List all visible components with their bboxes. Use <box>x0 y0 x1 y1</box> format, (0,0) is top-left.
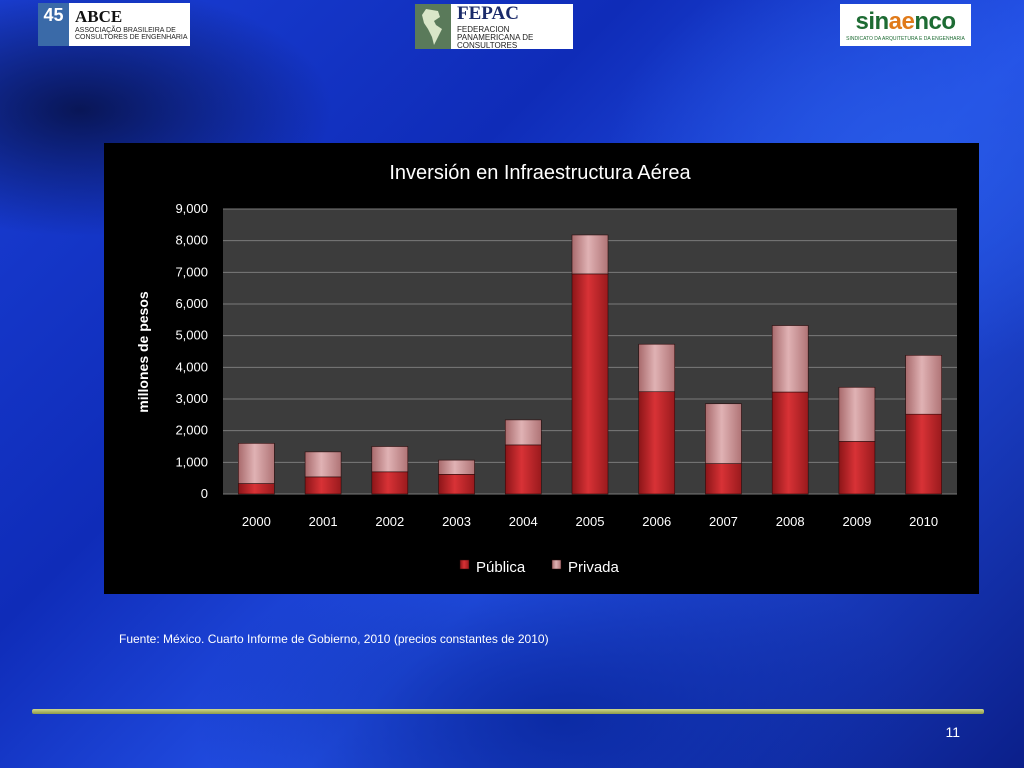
americas-map-icon <box>415 4 451 49</box>
y-tick-label: 5,000 <box>175 328 208 343</box>
legend-label-publica: Pública <box>476 559 526 576</box>
bar-segment-privada <box>238 443 275 484</box>
y-tick-label: 0 <box>201 486 208 501</box>
abce-logo: 45 ABCE ASSOCIAÇÃO BRASILEIRA DE CONSULT… <box>38 3 190 46</box>
abce-logo-mark: 45 <box>38 3 69 46</box>
y-tick-label: 7,000 <box>175 264 208 279</box>
chart-title: Inversión en Infraestructura Aérea <box>389 162 691 184</box>
bar-segment-publica <box>705 463 742 495</box>
sinaenco-logo-name: sinaenco <box>855 7 956 35</box>
source-note: Fuente: México. Cuarto Informe de Gobier… <box>119 632 549 646</box>
y-tick-label: 4,000 <box>175 359 208 374</box>
x-tick-label: 2000 <box>242 514 271 529</box>
legend-swatch-privada <box>551 559 562 570</box>
bar-segment-publica <box>838 441 876 495</box>
fepac-logo-subtitle: FEDERACION PANAMERICANA DE CONSULTORES <box>457 24 534 49</box>
bar-segment-publica <box>771 391 809 495</box>
x-tick-label: 2006 <box>642 514 671 529</box>
abce-logo-subtitle: ASSOCIAÇÃO BRASILEIRA DE CONSULTORES DE … <box>75 27 188 41</box>
bar-segment-publica <box>438 474 475 495</box>
bar-segment-publica <box>638 391 676 495</box>
bar-segment-privada <box>571 234 609 275</box>
bar-segment-privada <box>705 403 742 464</box>
bar-segment-privada <box>504 419 542 446</box>
bar-segment-privada <box>905 355 942 415</box>
x-tick-label: 2007 <box>709 514 738 529</box>
chart-panel: Inversión en Infraestructura Aérea millo… <box>104 143 979 594</box>
legend-label-privada: Privada <box>568 559 620 576</box>
x-tick-label: 2010 <box>909 514 938 529</box>
plot-area: 0 1,000 2,000 3,000 4,000 5,000 6,000 7,000 8,00… <box>175 201 957 529</box>
abce-logo-name: ABCE <box>75 7 123 26</box>
chart-legend: Pública Privada <box>459 559 620 576</box>
x-tick-label: 2003 <box>442 514 471 529</box>
bar-segment-publica <box>304 476 342 495</box>
x-tick-label: 2008 <box>776 514 805 529</box>
x-tick-label: 2005 <box>576 514 605 529</box>
bar-segment-privada <box>371 446 409 473</box>
stacked-bar-chart: Inversión en Infraestructura Aérea millo… <box>135 162 957 576</box>
x-tick-label: 2001 <box>309 514 338 529</box>
bar-segment-publica <box>905 413 942 495</box>
y-tick-label: 1,000 <box>175 454 208 469</box>
sinaenco-logo: sinaenco SINDICATO DA ARQUITETURA E DA E… <box>840 4 971 46</box>
y-tick-label: 6,000 <box>175 296 208 311</box>
bar-segment-publica <box>371 471 409 495</box>
bar-segment-privada <box>438 459 475 475</box>
bar-segment-publica <box>571 273 609 495</box>
footer-divider <box>32 709 984 714</box>
x-tick-label: 2009 <box>842 514 871 529</box>
bar-segment-privada <box>771 325 809 393</box>
bar-segment-privada <box>838 386 876 442</box>
bar-segment-publica <box>238 483 275 495</box>
fepac-logo-name: FEPAC <box>457 4 519 24</box>
bar-segment-privada <box>638 343 676 393</box>
bar-segment-privada <box>304 451 342 478</box>
y-tick-label: 8,000 <box>175 233 208 248</box>
x-tick-label: 2002 <box>375 514 404 529</box>
page-number: 11 <box>945 724 960 740</box>
legend-swatch-publica <box>459 559 470 570</box>
y-tick-label: 2,000 <box>175 423 208 438</box>
y-tick-label: 3,000 <box>175 391 208 406</box>
x-tick-label: 2004 <box>509 514 538 529</box>
fepac-logo: FEPAC FEDERACION PANAMERICANA DE CONSULT… <box>415 4 573 49</box>
bar-segment-publica <box>504 444 542 495</box>
y-tick-label: 9,000 <box>175 201 208 216</box>
y-axis-title: millones de pesos <box>135 291 151 413</box>
sinaenco-logo-subtitle: SINDICATO DA ARQUITETURA E DA ENGENHARIA <box>846 35 965 42</box>
